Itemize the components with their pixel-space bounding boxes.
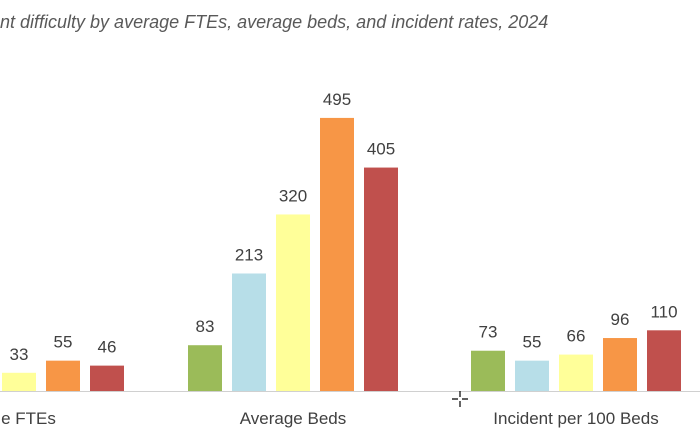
- data-label-1-4: 405: [367, 140, 395, 159]
- bar-1-4: [364, 167, 398, 391]
- category-label-1: Average Beds: [240, 409, 346, 428]
- data-label-0-2: 33: [10, 345, 29, 364]
- category-label-0: age FTEs: [0, 409, 56, 428]
- bar-2-0: [471, 350, 505, 391]
- bar-2-4: [647, 330, 681, 391]
- data-label-2-1: 55: [523, 333, 542, 352]
- data-label-2-0: 73: [479, 323, 498, 342]
- bar-1-3: [320, 117, 354, 391]
- value-labels-group: 33 55 46 83 213 320 495 405 73 55 66 96 110: [10, 90, 678, 364]
- data-label-1-3: 495: [323, 90, 351, 109]
- bar-2-2: [559, 354, 593, 391]
- data-label-0-3: 55: [54, 333, 73, 352]
- bar-2-3: [603, 338, 637, 391]
- bar-0-2: [2, 372, 36, 391]
- data-label-1-1: 213: [235, 245, 263, 264]
- data-label-0-4: 46: [98, 338, 117, 357]
- bar-1-1: [232, 273, 266, 391]
- data-label-1-2: 320: [279, 186, 307, 205]
- data-label-2-4: 110: [650, 302, 677, 321]
- bar-1-0: [188, 345, 222, 391]
- category-labels-group: age FTEs Average Beds Incident per 100 Bed…: [0, 409, 659, 428]
- chart-title: itment difficulty by average FTEs, avera…: [0, 12, 549, 32]
- data-label-2-3: 96: [611, 310, 630, 329]
- bar-1-2: [276, 214, 310, 391]
- category-label-2: Incident per 100 Beds: [493, 409, 658, 428]
- bar-2-1: [515, 360, 549, 391]
- data-label-1-0: 83: [196, 317, 215, 336]
- bar-0-3: [46, 360, 80, 391]
- bars-group: [2, 117, 681, 391]
- crosshair-cursor-icon: [452, 391, 468, 407]
- bar-0-4: [90, 365, 124, 391]
- data-label-2-2: 66: [567, 327, 586, 346]
